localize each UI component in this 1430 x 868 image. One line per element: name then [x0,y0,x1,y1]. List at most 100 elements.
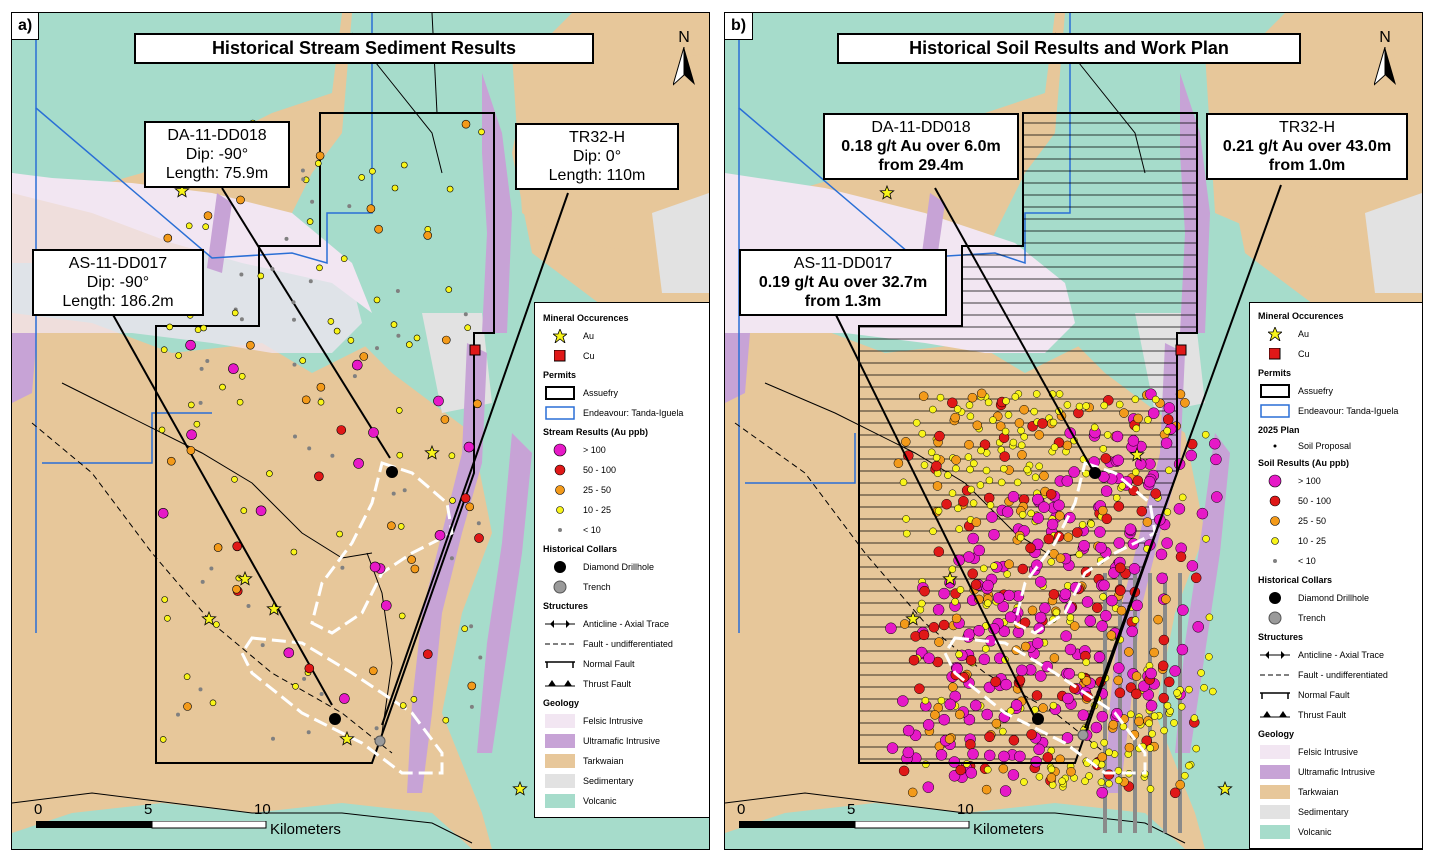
sample-gt100 [185,339,196,351]
sample-25-50 [203,211,213,220]
legend-au: Au [1298,329,1310,339]
sample-gt100 [1094,526,1106,538]
sample-25-50 [932,481,943,491]
callout-da-11-dd018-a: DA-11-DD018 Dip: -90° Length: 75.9m [144,121,290,188]
sample-50-100 [1113,501,1125,512]
sample-25-50 [1175,779,1185,790]
sample-gt100 [1169,665,1181,677]
sample-25-50 [1108,719,1119,730]
anomaly-outline-south [943,636,1147,775]
circle-black-icon [543,559,577,575]
sample-10-25 [1063,401,1072,409]
sample-10-25 [231,475,238,483]
sample-10-25 [927,448,936,457]
sample-50-100 [336,425,347,435]
callout-as-11-dd017-a: AS-11-DD017 Dip: -90° Length: 186.2m [32,249,204,316]
sample-gt100 [1007,490,1020,503]
sample-gt100 [1032,493,1044,506]
sample-lt10 [198,687,203,692]
sample-10-25 [984,599,992,607]
sample-10-25 [1160,726,1168,735]
circle-dark-grey-icon [1258,610,1292,626]
sample-gt100 [922,781,935,793]
sample-gt100 [1061,732,1074,744]
sample-gt100 [1007,769,1020,781]
sample-10-25 [970,459,978,468]
scale-5: 5 [144,801,153,818]
sample-50-100 [1100,453,1112,464]
callout-from: from 1.0m [1268,157,1346,174]
sample-10-25 [964,453,973,461]
au-occurrence-star [266,600,282,616]
sample-10-25 [1058,777,1066,785]
sample-10-25 [986,501,995,509]
sample-lt10 [293,434,297,439]
legend-assuefry: Assuefry [583,388,619,398]
swatch-felsic [543,713,577,729]
au-occurrence-star [201,610,217,626]
swatch-ultramafic [543,733,577,749]
diamond-drillhole-da [386,466,398,478]
sample-lt10 [306,730,311,735]
sample-lt10 [340,565,345,570]
legend-r5: < 10 [583,525,601,535]
collar-points [879,184,1233,796]
sample-10-25 [918,599,926,608]
sample-10-25 [445,286,453,293]
callout-length: Length: 75.9m [165,165,269,182]
sample-10-25 [1165,466,1173,475]
sample-25-50 [366,204,376,213]
ultramafic-east [477,433,532,753]
sample-10-25 [292,682,299,690]
sample-25-50 [899,619,910,629]
sample-gt100 [1124,523,1137,535]
sample-10-25 [1099,593,1107,601]
sample-gt100 [973,624,985,637]
sample-gt100 [1034,611,1047,624]
sample-lt10 [375,346,379,351]
sample-10-25 [985,476,994,485]
sample-10-25 [397,523,405,530]
legend-header-geology: Geology [1258,729,1295,739]
sample-25-50 [934,637,944,647]
sample-50-100 [931,460,942,472]
sample-10-25 [899,478,908,487]
sample-10-25 [1035,773,1044,781]
sample-50-100 [965,654,977,666]
sample-gt100 [897,695,909,707]
sample-50-100 [1157,660,1169,672]
sample-25-50 [1142,517,1153,527]
sample-10-25 [1105,748,1113,757]
sample-50-100 [474,533,484,543]
sample-10-25 [902,515,910,523]
sample-50-100 [1042,752,1054,763]
sample-gt100 [1035,576,1047,588]
sample-gt100 [1112,454,1124,467]
legend-r2: 50 - 100 [583,465,617,475]
callout-length: Length: 186.2m [62,293,174,310]
sample-gt100 [963,713,976,726]
sample-gt100 [353,458,364,469]
sample-10-25 [929,405,937,414]
sample-10-25 [1178,493,1187,502]
legend-fault: Fault - undifferentiated [583,639,673,649]
sample-50-100 [1169,787,1181,799]
sample-gt100 [1113,537,1125,549]
sample-25-50 [1014,418,1025,428]
leader-da [221,187,391,459]
sample-lt10 [330,453,335,458]
au-occurrence-star [174,182,190,198]
sample-25-50 [976,388,987,399]
sample-25-50 [440,415,450,424]
sample-10-25 [1100,401,1108,410]
sample-lt10 [352,374,357,379]
permit-blue-icon [543,405,577,421]
sample-gt100 [982,579,994,592]
sample-gt100 [993,592,1005,604]
sedimentary-northeast [1365,193,1422,293]
sample-lt10 [476,521,481,526]
sample-10-25 [1004,411,1013,419]
leader-as [111,312,333,706]
sample-lt10 [198,400,203,405]
legend-tarkwaian: Tarkwaian [1298,787,1339,797]
